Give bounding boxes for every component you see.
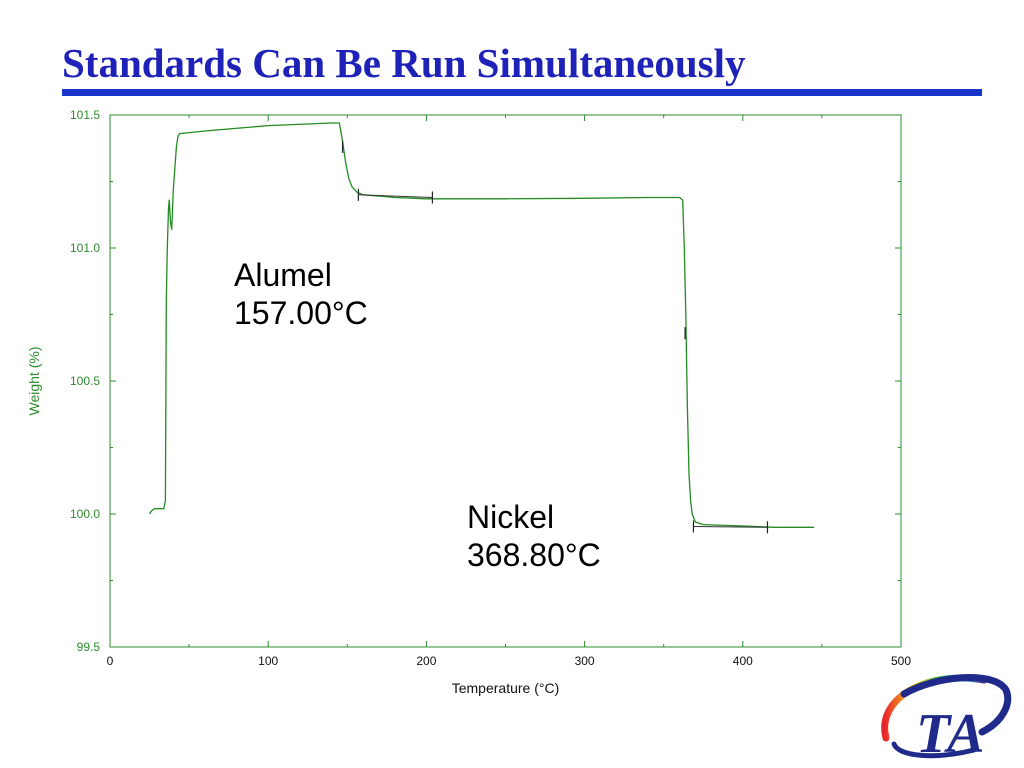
- y-axis-title: Weight (%): [26, 347, 42, 416]
- onset-baseline: [693, 526, 768, 528]
- nickel-temperature: 368.80°C: [467, 537, 601, 573]
- nickel-annotation: Nickel 368.80°C: [467, 498, 601, 574]
- onset-baseline: [358, 194, 433, 198]
- ta-instruments-logo: TA: [881, 674, 1012, 764]
- y-tick-label: 100.0: [70, 507, 100, 521]
- y-tick-label: 101.5: [70, 108, 100, 122]
- x-axis-title: Temperature (°C): [452, 680, 560, 696]
- weight-curve: [149, 122, 814, 528]
- x-tick-label: 0: [107, 654, 114, 668]
- alumel-annotation: Alumel 157.00°C: [234, 256, 368, 332]
- logo-swoosh-icon: [900, 674, 1012, 736]
- x-tick-label: 400: [733, 654, 753, 668]
- logo-text: TA: [916, 703, 984, 764]
- y-tick-label: 99.5: [77, 640, 101, 654]
- nickel-label: Nickel: [467, 499, 555, 535]
- alumel-temperature: 157.00°C: [234, 295, 368, 331]
- x-tick-label: 500: [891, 654, 911, 668]
- y-tick-label: 101.0: [70, 241, 100, 255]
- x-tick-label: 300: [575, 654, 595, 668]
- y-tick-label: 100.5: [70, 374, 100, 388]
- title-rule: [62, 89, 982, 96]
- alumel-label: Alumel: [234, 257, 332, 293]
- x-tick-label: 100: [258, 654, 278, 668]
- slide-title: Standards Can Be Run Simultaneously: [62, 40, 746, 86]
- x-tick-label: 200: [416, 654, 436, 668]
